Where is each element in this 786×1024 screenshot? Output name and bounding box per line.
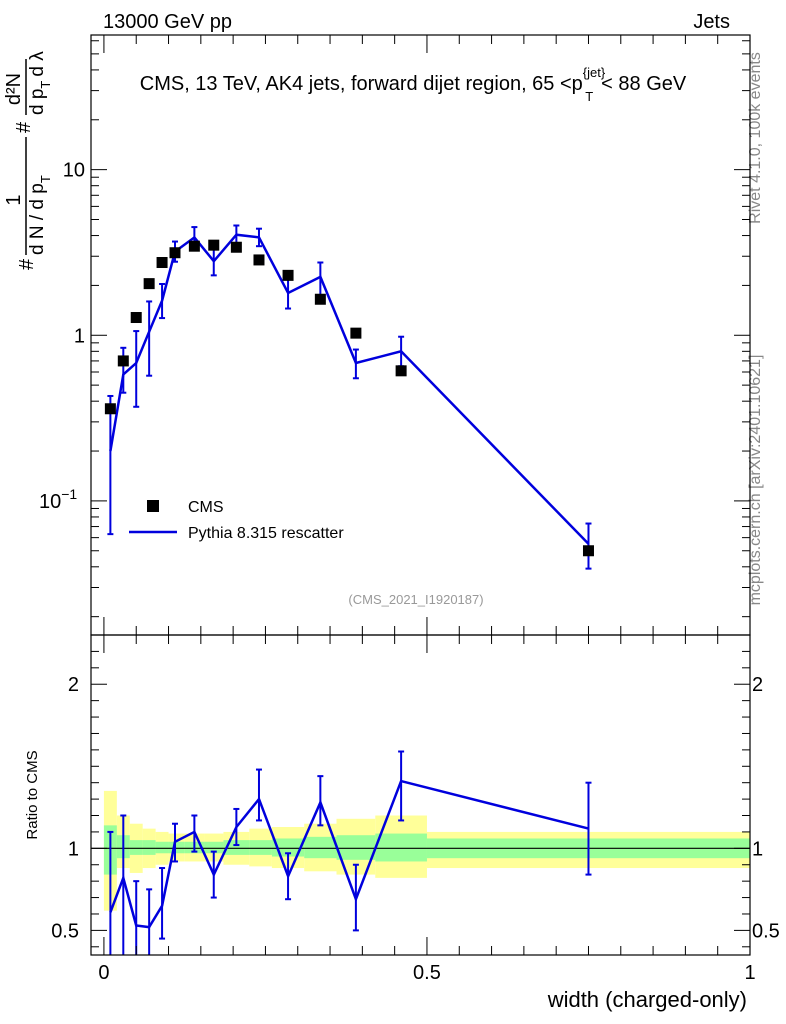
ratio-y-tick-label-left: 1 xyxy=(68,838,79,860)
data-point xyxy=(230,241,242,253)
ratio-y-tick-label-left: 0.5 xyxy=(51,920,79,942)
y-label-one: 1 xyxy=(3,194,25,205)
ratio-band-inner xyxy=(336,835,376,860)
ratio-band-inner xyxy=(129,840,143,855)
ratio-frame-border xyxy=(90,634,751,956)
x-tick-label: 1 xyxy=(744,962,755,984)
legend-marker-cms xyxy=(147,500,159,512)
data-point xyxy=(395,365,407,377)
ratio-band-inner xyxy=(304,836,337,859)
ratio-uncertainty-bands xyxy=(91,790,750,911)
main-plot-data xyxy=(104,224,594,570)
legend: CMS Pythia 8.315 rescatter xyxy=(129,499,344,542)
plot-title: CMS, 13 TeV, AK4 jets, forward dijet reg… xyxy=(140,65,687,104)
analysis-id-label: (CMS_2021_I1920187) xyxy=(348,592,483,607)
ratio-band-inner xyxy=(249,840,272,855)
data-point xyxy=(582,545,594,557)
ratio-band-inner xyxy=(375,833,427,862)
data-point xyxy=(188,240,200,252)
mcplots-label: mcplots.cern.ch [arXiv:2401.10621] xyxy=(747,355,764,606)
ratio-band-inner xyxy=(204,841,224,854)
ratio-plot-frame: 0.5 0.5 1 1 2 2 0 0.5 1 xyxy=(51,634,780,984)
ratio-y-axis-label: Ratio to CMS xyxy=(24,750,41,839)
y-label-den1: d N / d pT xyxy=(27,175,53,255)
x-tick-label: 0.5 xyxy=(413,962,441,984)
legend-label-cms: CMS xyxy=(188,499,224,516)
ratio-plot-data xyxy=(107,750,592,955)
y-label-den2: d pTd λ xyxy=(27,51,53,115)
y-label-hash-2: # xyxy=(13,121,35,133)
ratio-y-tick-label-right: 1 xyxy=(752,838,763,860)
data-point xyxy=(350,327,362,339)
ratio-band-inner xyxy=(155,841,169,854)
ratio-band-inner xyxy=(223,840,250,855)
y-tick-label: 1 xyxy=(74,325,85,347)
mc-series-line xyxy=(109,233,590,545)
x-tick-label: 0 xyxy=(98,962,109,984)
x-axis-label: width (charged-only) xyxy=(547,987,747,1012)
legend-label-pythia: Pythia 8.315 rescatter xyxy=(188,525,344,542)
y-tick-label: 10 xyxy=(63,160,85,182)
data-point xyxy=(130,312,142,324)
data-point xyxy=(208,239,220,251)
data-point xyxy=(104,403,116,415)
ratio-band-inner xyxy=(142,840,156,855)
data-point xyxy=(117,355,129,367)
energy-label: 13000 GeV pp xyxy=(103,11,232,33)
process-label: Jets xyxy=(693,11,730,33)
data-point xyxy=(282,269,294,281)
y-label-num2: d²N xyxy=(3,73,25,105)
ratio-band-inner xyxy=(168,841,185,854)
ratio-y-tick-label-right: 2 xyxy=(752,674,763,696)
data-point xyxy=(143,278,155,290)
y-tick-label: 10−1 xyxy=(39,486,77,513)
main-y-axis-label: # 1 d N / d pT # d²N d pTd λ xyxy=(3,51,53,270)
main-plot-frame: 10 1 10−1 xyxy=(39,34,751,636)
y-label-hash-1: # xyxy=(16,258,38,270)
rivet-version-label: Rivet 4.1.0, 100k events xyxy=(747,52,764,224)
ratio-y-tick-label-right: 0.5 xyxy=(752,920,780,942)
main-frame-border xyxy=(90,34,751,636)
ratio-y-tick-label-left: 2 xyxy=(68,674,79,696)
data-point xyxy=(314,293,326,305)
data-point xyxy=(253,254,265,266)
data-point xyxy=(169,247,181,259)
data-point xyxy=(156,257,168,269)
